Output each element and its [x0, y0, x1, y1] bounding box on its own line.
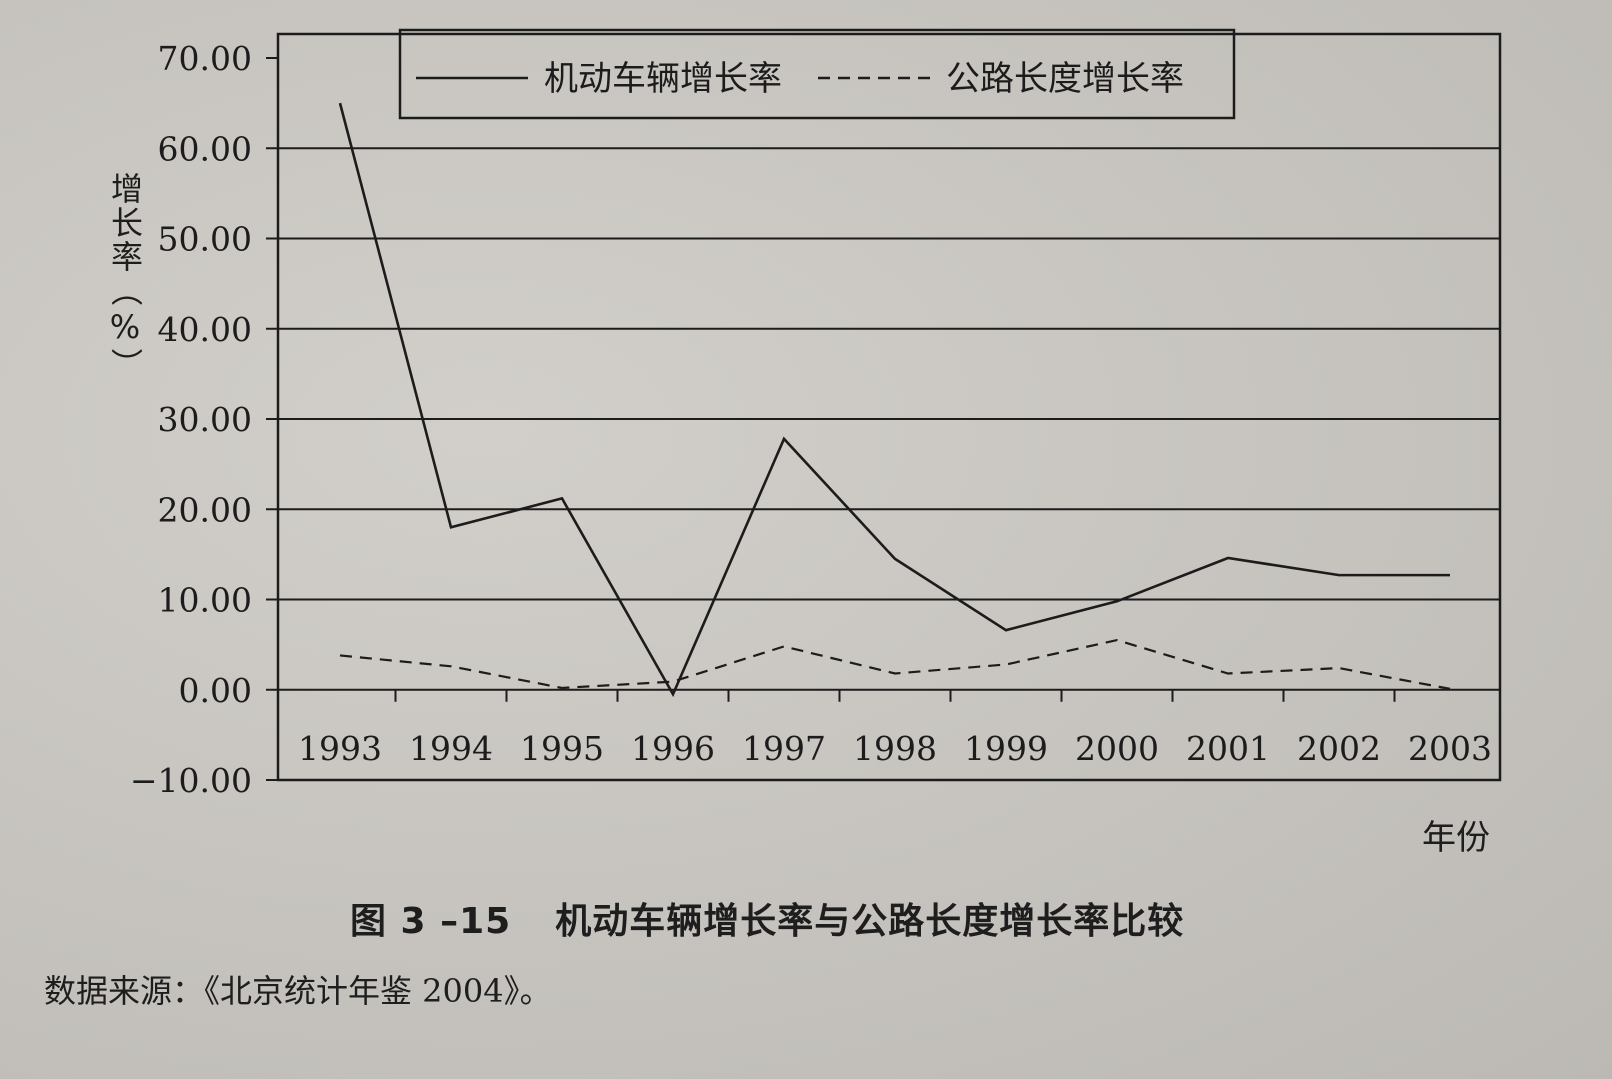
figure-number: 图 3 –15 [350, 901, 512, 942]
y-tick-label: 10.00 [158, 581, 252, 620]
y-tick-label: 20.00 [158, 490, 252, 529]
y-tick-label: 70.00 [158, 39, 252, 78]
y-axis-label: 增长率（%） [106, 172, 144, 382]
figure-caption: 图 3 –15 机动车辆增长率与公路长度增长率比较 [350, 892, 1184, 944]
plot-frame [276, 32, 1502, 782]
y-tick-label: 60.00 [158, 129, 252, 168]
y-tick-label: 40.00 [158, 310, 252, 349]
x-tick-label: 1995 [520, 729, 604, 768]
y-tick-label: 0.00 [179, 671, 252, 710]
y-tick-label: −10.00 [130, 761, 252, 800]
x-tick-label: 1997 [742, 729, 826, 768]
x-tick-label: 1993 [298, 729, 382, 768]
figure-title: 机动车辆增长率与公路长度增长率比较 [555, 901, 1185, 942]
data-source-note: 数据来源：《北京统计年鉴 2004》。 [44, 972, 552, 1010]
y-tick-label: 30.00 [158, 400, 252, 439]
x-tick-label: 1996 [631, 729, 715, 768]
x-tick-label: 2000 [1075, 729, 1159, 768]
legend-box [398, 28, 1236, 120]
legend-label: 机动车辆增长率 [544, 59, 782, 99]
legend-label: 公路长度增长率 [946, 59, 1184, 99]
x-tick-label: 2002 [1297, 729, 1381, 768]
x-tick-label: 1999 [964, 729, 1048, 768]
road-length-growth-line [339, 638, 1451, 690]
x-tick-label: 1994 [409, 729, 493, 768]
x-axis-label: 年份 [1422, 818, 1490, 858]
x-tick-label: 1998 [853, 729, 937, 768]
x-tick-label: 2001 [1186, 729, 1270, 768]
x-tick-label: 2003 [1408, 729, 1492, 768]
y-tick-label: 50.00 [158, 220, 252, 259]
vehicle-growth-line [338, 102, 1450, 698]
